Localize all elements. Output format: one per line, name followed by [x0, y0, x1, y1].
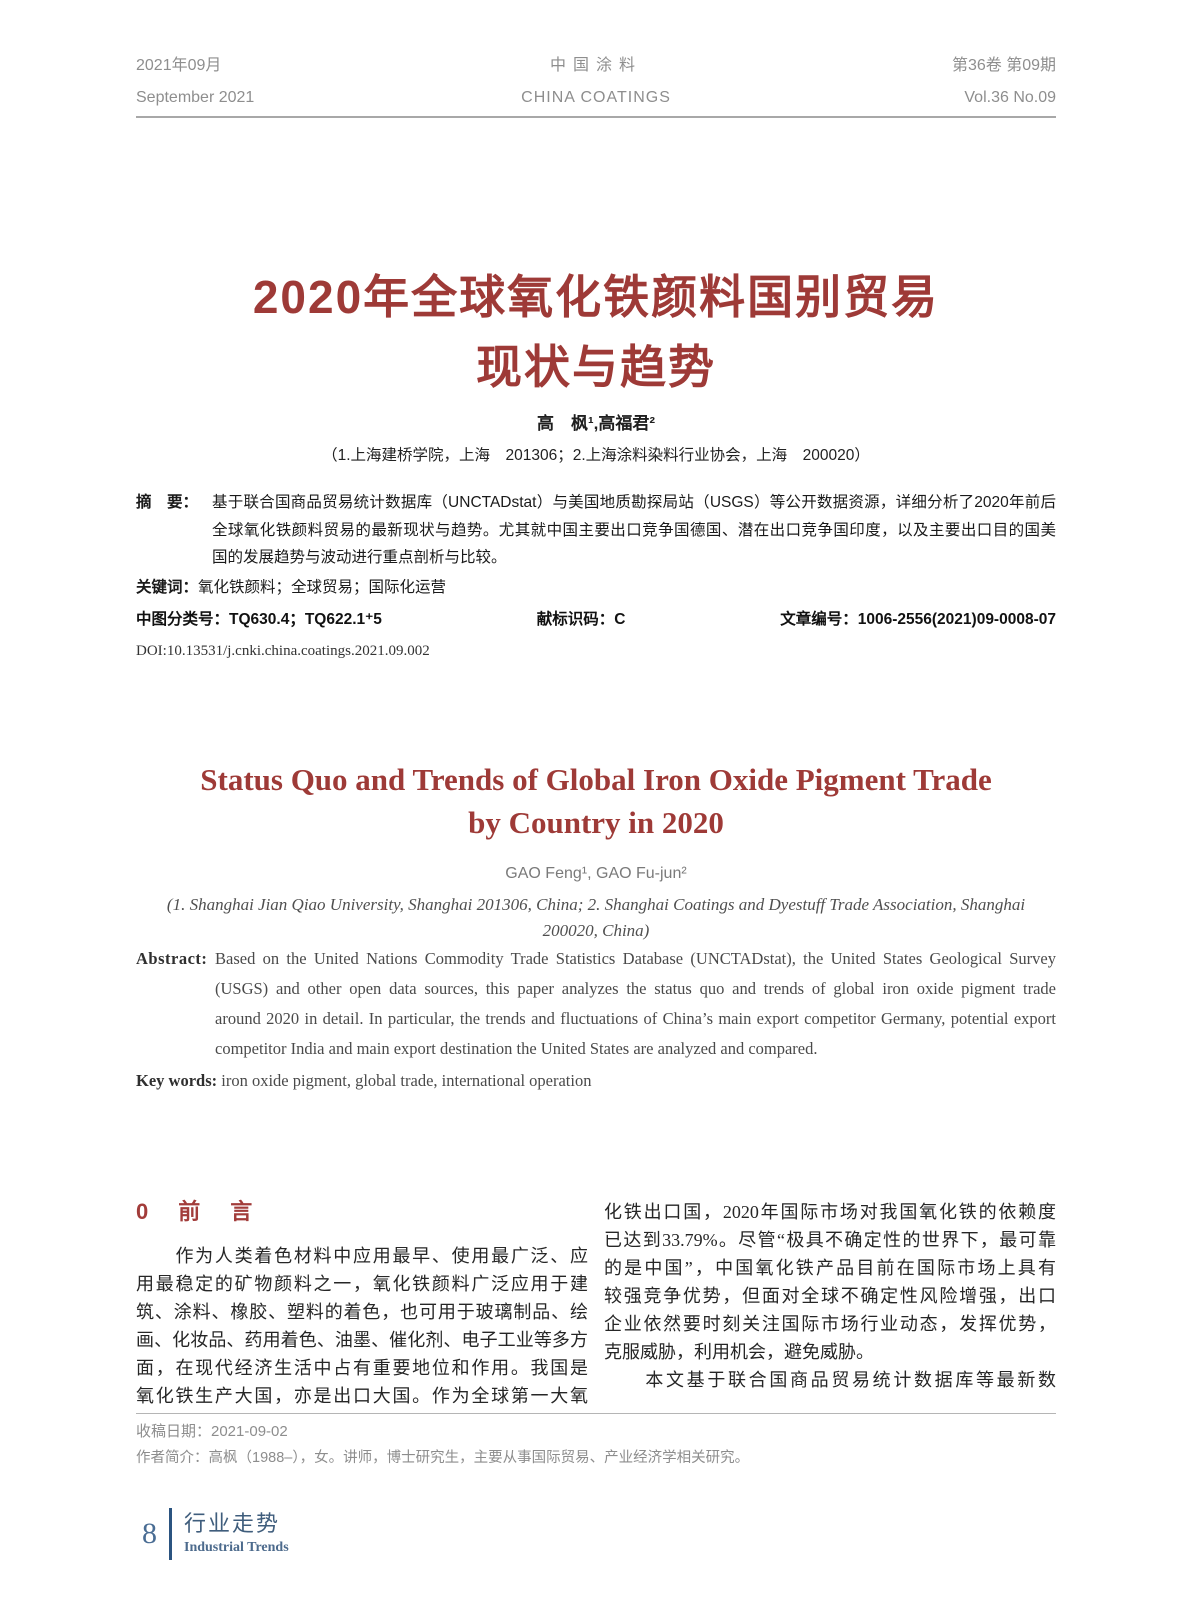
- article-title-cn: 2020年全球氧化铁颜料国别贸易 现状与趋势: [136, 262, 1056, 402]
- abstract-en-label: Abstract:: [136, 948, 208, 968]
- clc-number: 中图分类号：TQ630.4；TQ622.1⁺5: [136, 610, 382, 628]
- abstract-en-line: Based on the United Nations Commodity Tr…: [215, 948, 1056, 968]
- header-volume-issue: 第36卷 第09期 Vol.36 No.09: [749, 55, 1056, 108]
- intro-line: 画、化妆品、药用着色、油墨、催化剂、电子工业等多方: [136, 1329, 588, 1350]
- page-footer: 8 行业走势 Industrial Trends: [136, 1507, 1056, 1560]
- abstract-cn-line: 基于联合国商品贸易统计数据库（UNCTADstat）与美国地质勘探局站（USGS…: [212, 494, 1056, 511]
- intro-line: 用最稳定的矿物颜料之一，氧化铁颜料广泛应用于建: [136, 1273, 588, 1294]
- intro-line: 化铁出口国，2020年国际市场对我国氧化铁的依赖度: [604, 1201, 1056, 1222]
- article-title-cn-line2: 现状与趋势: [476, 341, 716, 393]
- abstract-en-line: competitor India and main export destina…: [215, 1038, 818, 1058]
- intro-line: 企业依然要时刻关注国际市场行业动态，发挥优势，: [604, 1313, 1056, 1334]
- page-number: 8: [142, 1516, 157, 1550]
- article-title-cn-line1: 2020年全球氧化铁颜料国别贸易: [252, 271, 940, 323]
- header-date-cn: 2021年09月: [136, 57, 222, 74]
- header-journal-en: CHINA COATINGS: [521, 89, 671, 106]
- footnote-rule: [136, 1412, 1056, 1414]
- abstract-cn-line: 全球氧化铁颜料贸易的最新现状与趋势。尤其就中国主要出口竞争国德国、潜在出口竞争国…: [212, 521, 1056, 539]
- affiliation-cn: （1.上海建桥学院，上海 201306；2.上海涂料染料行业协会，上海 2000…: [322, 447, 870, 464]
- header-volume-cn: 第36卷 第09期: [951, 57, 1057, 74]
- received-date: 收稿日期：2021-09-02: [136, 1422, 288, 1440]
- intro-line: 氧化铁生产大国，亦是出口大国。作为全球第一大氧: [136, 1385, 588, 1406]
- intro-line: 作为人类着色材料中应用最早、使用最广泛、应: [136, 1245, 588, 1266]
- affiliation-en: (1. Shanghai Jian Qiao University, Shang…: [136, 892, 1056, 944]
- affiliation-en-line1: (1. Shanghai Jian Qiao University, Shang…: [166, 894, 1026, 914]
- intro-right-column: 化铁出口国，2020年国际市场对我国氧化铁的依赖度 已达到33.79%。尽管“极…: [604, 1198, 1056, 1410]
- affiliation-en-line2: 200020, China): [542, 920, 650, 940]
- intro-left-column: 0 前 言 作为人类着色材料中应用最早、使用最广泛、应 用最稳定的矿物颜料之一，…: [136, 1198, 588, 1410]
- abstract-en-line: around 2020 in detail. In particular, th…: [215, 1008, 1056, 1028]
- document-code: 献标识码：C: [536, 610, 626, 628]
- abstract-cn-label: 摘 要：: [136, 494, 199, 511]
- authors-en: GAO Feng¹, GAO Fu-jun²: [505, 864, 687, 882]
- keywords-en-label: Key words:: [136, 1070, 218, 1090]
- header-journal-name: 中国涂料 CHINA COATINGS: [443, 55, 750, 108]
- section-0-heading: 0 前 言: [136, 1198, 257, 1224]
- keywords-en: Key words: iron oxide pigment, global tr…: [136, 1068, 1056, 1094]
- article-title-en-line2: by Country in 2020: [468, 804, 724, 840]
- footer-column-label: 行业走势 Industrial Trends: [184, 1510, 289, 1558]
- keywords-cn: 关键词：氧化铁颜料；全球贸易；国际化运营: [136, 576, 1056, 600]
- intro-columns: 0 前 言 作为人类着色材料中应用最早、使用最广泛、应 用最稳定的矿物颜料之一，…: [136, 1198, 1056, 1410]
- abstract-cn-text: 基于联合国商品贸易统计数据库（UNCTADstat）与美国地质勘探局站（USGS…: [212, 489, 1056, 572]
- doi: DOI:10.13531/j.cnki.china.coatings.2021.…: [136, 642, 430, 659]
- abstract-en-text: Based on the United Nations Commodity Tr…: [215, 944, 1056, 1064]
- page-header: 2021年09月 September 2021 中国涂料 CHINA COATI…: [136, 55, 1056, 108]
- abstract-cn-line: 国的发展趋势与波动进行重点剖析与比较。: [212, 549, 507, 566]
- intro-line: 的是中国”，中国氧化铁产品目前在国际市场上具有: [604, 1257, 1056, 1278]
- keywords-cn-text: 氧化铁颜料；全球贸易；国际化运营: [198, 578, 447, 596]
- authors-cn: 高 枫¹,高福君²: [536, 414, 656, 433]
- header-issue-date: 2021年09月 September 2021: [136, 55, 443, 108]
- abstract-en-line: (USGS) and other open data sources, this…: [215, 978, 1056, 998]
- header-rule: [136, 116, 1056, 118]
- keywords-en-text: iron oxide pigment, global trade, intern…: [221, 1070, 592, 1090]
- intro-line: 面，在现代经济生活中占有重要地位和作用。我国是: [136, 1357, 588, 1378]
- header-journal-cn: 中国涂料: [550, 57, 643, 74]
- intro-line: 筑、涂料、橡胶、塑料的着色，也可用于玻璃制品、绘: [136, 1301, 588, 1322]
- header-volume-en: Vol.36 No.09: [964, 89, 1057, 106]
- keywords-cn-label: 关键词：: [136, 578, 199, 596]
- article-title-en-line1: Status Quo and Trends of Global Iron Oxi…: [200, 761, 992, 797]
- intro-line: 本文基于联合国商品贸易统计数据库等最新数: [604, 1369, 1056, 1390]
- intro-line: 克服威胁，利用机会，避免威胁。: [604, 1341, 874, 1362]
- intro-line: 较强竞争优势，但面对全球不确定性风险增强，出口: [604, 1285, 1056, 1306]
- abstract-en: Abstract: Based on the United Nations Co…: [136, 944, 1056, 1064]
- footer-divider: [169, 1507, 172, 1560]
- author-bio: 作者简介：高枫（1988–），女。讲师，博士研究生，主要从事国际贸易、产业经济学…: [136, 1449, 750, 1466]
- abstract-cn: 摘 要： 基于联合国商品贸易统计数据库（UNCTADstat）与美国地质勘探局站…: [136, 489, 1056, 572]
- article-meta-row: 中图分类号：TQ630.4；TQ622.1⁺5 献标识码：C 文章编号：1006…: [136, 608, 1056, 632]
- intro-line: 已达到33.79%。尽管“极具不确定性的世界下，最可靠: [604, 1229, 1056, 1250]
- article-title-en: Status Quo and Trends of Global Iron Oxi…: [136, 758, 1056, 844]
- header-date-en: September 2021: [136, 89, 255, 106]
- footer-column-cn: 行业走势: [184, 1510, 281, 1536]
- footer-column-en: Industrial Trends: [184, 1539, 289, 1555]
- article-number: 文章编号：1006-2556(2021)09-0008-07: [780, 610, 1056, 628]
